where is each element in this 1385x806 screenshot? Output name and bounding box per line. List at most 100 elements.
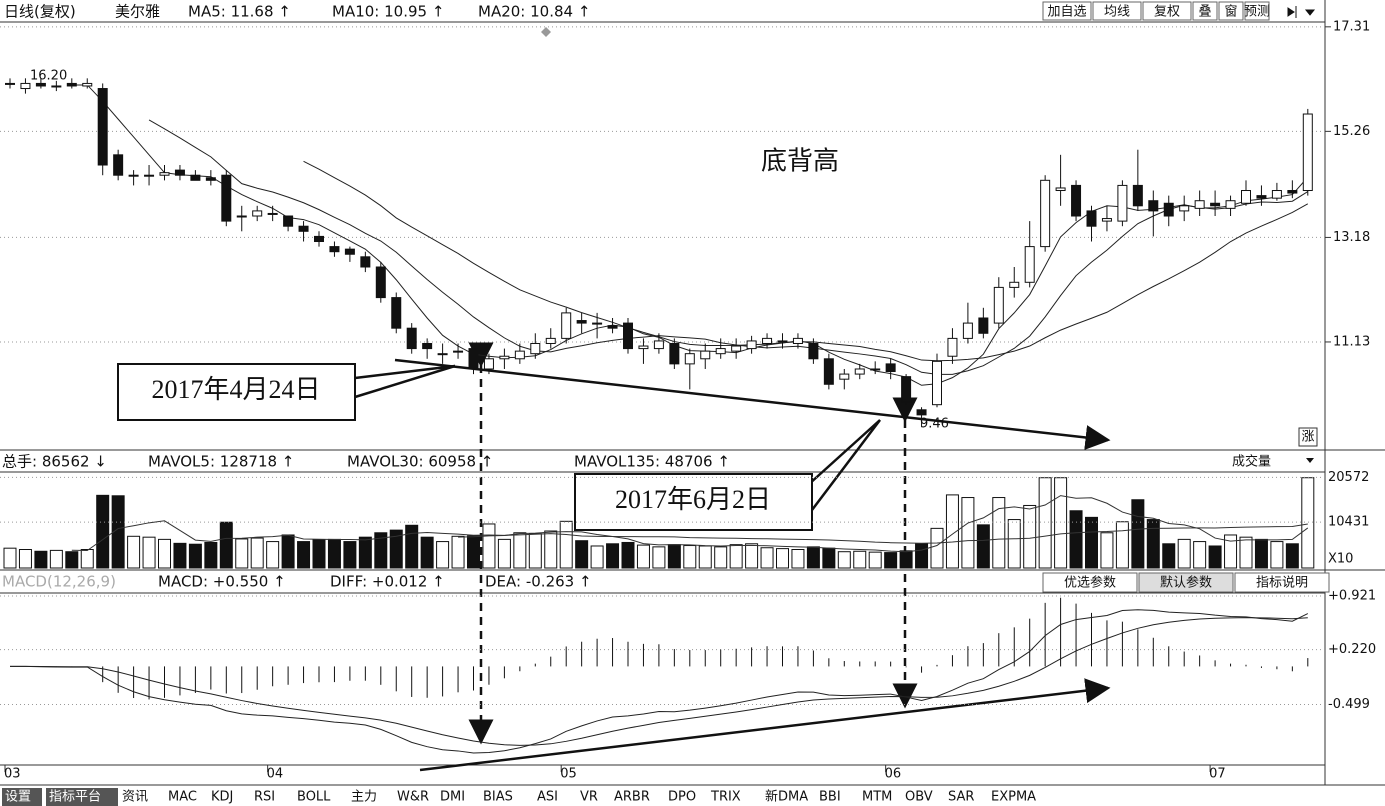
toolbar-label[interactable]: 预测 <box>1244 5 1270 20</box>
candle-body <box>870 368 881 371</box>
indicator-button[interactable] <box>1138 572 1234 593</box>
volume-bar <box>575 540 589 569</box>
volume-bar <box>1285 543 1299 569</box>
selector[interactable]: 成交量 <box>1232 454 1271 470</box>
indicator-button-label[interactable]: 优选参数 <box>1064 575 1116 591</box>
tab[interactable]: DMI <box>440 790 465 805</box>
tab[interactable]: KDJ <box>211 790 233 805</box>
tab[interactable]: 资讯 <box>122 790 148 805</box>
candle-body <box>1055 187 1066 192</box>
volume-bar <box>127 535 141 569</box>
tab[interactable]: ARBR <box>614 790 650 805</box>
toolbar-button[interactable] <box>1142 1 1192 21</box>
tab[interactable]: DPO <box>668 790 696 805</box>
pattern-label: 底背高 <box>761 147 839 177</box>
volume-bar <box>745 543 759 569</box>
volume-bar <box>1038 477 1052 569</box>
volume-bar <box>18 549 32 569</box>
tab[interactable]: TRIX <box>710 790 741 805</box>
tab[interactable]: BBI <box>819 790 841 805</box>
candle-body <box>66 82 77 87</box>
tab[interactable]: 新DMA <box>765 789 808 805</box>
volume-bar <box>96 494 110 569</box>
x-tick-label: 05 <box>560 767 577 782</box>
candle-body <box>1225 200 1236 209</box>
toolbar-label[interactable]: 叠 <box>1198 5 1211 20</box>
candle-body <box>715 348 726 355</box>
toolbar-button[interactable] <box>1218 1 1244 21</box>
indicator-button[interactable] <box>1234 572 1330 593</box>
toolbar-button[interactable] <box>1244 1 1270 21</box>
tab-bg[interactable] <box>2 788 42 806</box>
tab[interactable]: BIAS <box>483 790 513 805</box>
tab[interactable]: 设置 <box>5 790 31 805</box>
candle-body <box>1302 113 1313 192</box>
tab[interactable]: MAC <box>168 790 197 805</box>
volume-bar <box>714 546 728 569</box>
candle-body <box>823 358 834 385</box>
indicator-button-label[interactable]: 指标说明 <box>1256 576 1308 591</box>
moving-average <box>148 119 1309 375</box>
volume-bar <box>358 536 372 569</box>
volume-bar <box>34 550 48 569</box>
candle-body <box>314 235 324 243</box>
tab[interactable]: ASI <box>537 790 558 805</box>
dropdown-arrow[interactable] <box>1306 458 1314 463</box>
tab[interactable]: EXPMA <box>991 790 1036 805</box>
volume-average <box>71 495 1309 553</box>
toolbar-icons[interactable] <box>1287 6 1316 18</box>
toolbar-label[interactable]: 加自选 <box>1047 5 1086 20</box>
candle-body <box>808 342 819 360</box>
volume-bar <box>822 547 836 569</box>
volume-bar <box>1131 499 1145 569</box>
tab[interactable]: BOLL <box>297 790 331 805</box>
toolbar-button[interactable] <box>1192 1 1218 21</box>
tab[interactable]: MTM <box>862 790 892 805</box>
annotations <box>354 342 1111 772</box>
volume-bar <box>1007 519 1021 569</box>
y-tick-label: +0.220 <box>1328 642 1376 657</box>
volume-bar <box>281 534 295 569</box>
volume-bar <box>853 550 867 569</box>
volume-bar <box>513 532 527 569</box>
x-tick-label: 03 <box>4 767 21 782</box>
candle-body <box>360 256 371 268</box>
candle-body <box>653 340 664 350</box>
indicator-button-label[interactable]: 默认参数 <box>1160 575 1212 591</box>
toolbar-button[interactable] <box>1092 1 1142 21</box>
candle-body <box>82 82 93 87</box>
tab[interactable]: VR <box>580 790 598 805</box>
volume-bar <box>559 520 573 569</box>
toolbar-label[interactable]: 复权 <box>1154 4 1180 20</box>
volume-bar <box>343 541 357 569</box>
candle-body <box>700 350 711 360</box>
tab[interactable]: OBV <box>905 790 933 805</box>
candle-body <box>174 169 185 176</box>
x-tick-label: 06 <box>885 767 902 782</box>
toolbar-label[interactable]: 窗 <box>1224 4 1237 20</box>
tab[interactable]: W&R <box>397 790 429 805</box>
candle-body <box>1271 190 1282 199</box>
y-tick-label: 11.13 <box>1333 334 1370 349</box>
tab[interactable]: 指标平台 <box>49 790 101 805</box>
candle-body <box>731 345 742 352</box>
indicator-button[interactable] <box>1042 572 1138 593</box>
tab[interactable]: 主力 <box>351 790 377 805</box>
tab[interactable]: RSI <box>254 790 275 805</box>
volume-bar <box>667 544 681 569</box>
candle-body <box>962 322 973 339</box>
macd-readout: DIFF: +0.012 ↑ <box>330 573 445 591</box>
volume-bar <box>158 538 171 569</box>
y-tick-label: -0.499 <box>1328 697 1370 712</box>
x-tick-label: 07 <box>1209 767 1226 782</box>
tab-bg[interactable] <box>46 788 118 806</box>
volume-bar <box>899 550 913 569</box>
volume-bar <box>729 544 743 569</box>
volume-bar <box>590 545 604 569</box>
volume-bar <box>312 539 326 569</box>
tab[interactable]: SAR <box>948 790 974 805</box>
toolbar-button[interactable] <box>1042 1 1092 21</box>
macd-readout: MACD: +0.550 ↑ <box>158 573 286 591</box>
toolbar-label[interactable]: 均线 <box>1104 5 1130 20</box>
